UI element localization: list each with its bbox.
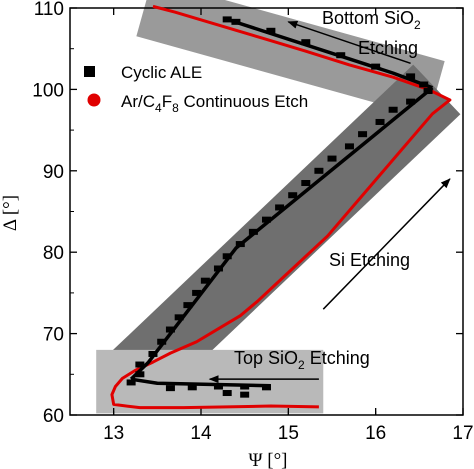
cyclic-ale-point [327,155,337,162]
band-bottom-band [136,0,445,118]
cyclic-ale-point [314,167,324,174]
x-axis-label: Ψ [°] [248,450,287,469]
cyclic-ale-point [336,52,346,59]
cyclic-ale-point [222,390,232,397]
cyclic-ale-point [222,16,232,23]
cyclic-ale-point [248,228,258,235]
legend-marker-continuous-etch [87,93,101,107]
series-cyclic-ale [126,16,434,398]
cyclic-ale-point [192,289,202,296]
band-si-band [107,64,461,405]
cyclic-ale-point [262,384,271,391]
series-continuous-etch [110,4,452,410]
cyclic-ale-point [235,241,245,248]
cyclic-ale-point [213,383,223,390]
annotation-top-sio2: Top SiO2 Etching [234,348,370,372]
cyclic-ale-point [406,73,416,80]
x-tick-label: 13 [103,423,124,444]
cyclic-ale-point [148,350,158,357]
x-tick-label: 16 [365,423,386,444]
y-axis-label: Δ [°] [0,195,21,231]
cyclic-ale-point [165,385,175,392]
cyclic-ale-point [262,216,271,223]
legend-marker-cyclic-ale [84,66,95,77]
y-tick-label: 90 [43,162,64,183]
cyclic-ale-point [288,192,298,199]
cyclic-ale-point [419,81,429,88]
annotation-bottom-sio2: Bottom SiO2 [322,8,421,32]
x-tick-label: 15 [278,423,299,444]
cyclic-ale-point [135,371,145,378]
legend: Cyclic ALE Ar/C4F8 Continuous Etch [84,63,308,115]
cyclic-ale-point [344,143,354,150]
arrow-bottom-sio2 [287,20,411,65]
legend-label-cyclic-ale: Cyclic ALE [121,63,202,82]
cyclic-ale-point [388,106,398,113]
y-tick-label: 60 [43,406,64,427]
y-tick-label: 70 [43,325,64,346]
cyclic-ale-point [358,131,368,138]
cyclic-ale-point [165,326,175,333]
y-tick-label: 110 [34,0,64,20]
cyclic-ale-point [406,98,416,105]
x-tick-label: 17 [452,423,473,444]
cyclic-ale-point [183,302,193,309]
cyclic-ale-point [222,253,232,260]
cyclic-ale-point [200,277,210,284]
cyclic-ale-point [371,63,381,70]
x-tick-label: 14 [190,423,212,444]
cyclic-ale-point [266,27,276,34]
continuous-etch-line [110,4,452,410]
y-tick-label: 100 [32,80,64,101]
cyclic-ale-point [301,39,311,46]
highlight-bands [96,0,461,414]
cyclic-ale-point [187,384,197,391]
cyclic-ale-point [213,265,223,272]
cyclic-ale-point [375,118,385,125]
legend-label-continuous-etch: Ar/C4F8 Continuous Etch [121,92,308,115]
cyclic-ale-point [157,338,167,345]
cyclic-ale-point [301,180,311,187]
cyclic-ale-point [231,18,241,25]
cyclic-ale-point [240,391,250,398]
axis-ticks: 13 14 15 16 17 60 70 80 90 100 110 [32,0,473,444]
cyclic-ale-point [126,379,136,386]
cyclic-ale-point [135,361,145,368]
annotation-si-etching: Si Etching [329,250,410,270]
y-tick-label: 80 [43,243,64,264]
annotation-arrows [208,20,451,384]
cyclic-ale-point [423,88,433,95]
annotation-bottom-etching: Etching [358,38,418,58]
cyclic-ale-trace [130,377,271,388]
cyclic-ale-point [275,204,285,211]
arrow-si-etching [322,178,451,310]
cyclic-ale-point [174,314,184,321]
cyclic-ale-point [240,383,250,390]
